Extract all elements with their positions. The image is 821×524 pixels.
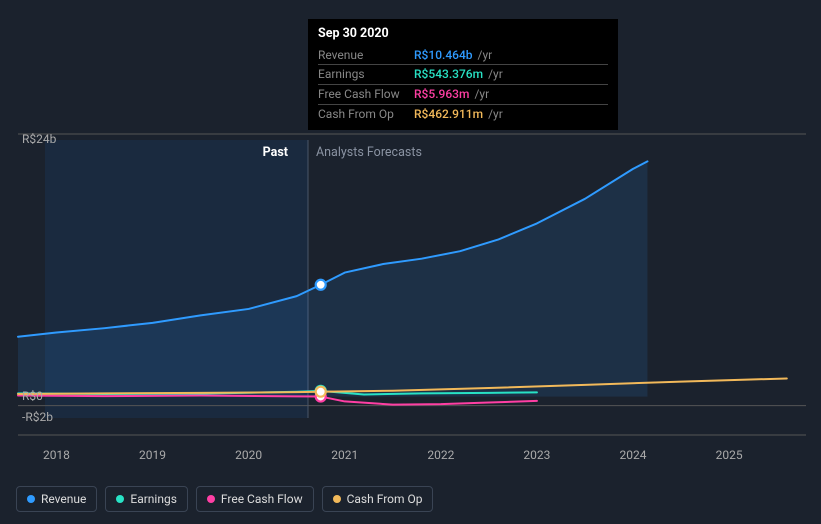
tooltip-row-value: R$5.963m xyxy=(414,87,469,101)
tooltip-table: RevenueR$10.464b /yrEarningsR$543.376m /… xyxy=(318,46,608,124)
x-tick-label: 2018 xyxy=(43,448,70,462)
tooltip-row: RevenueR$10.464b /yr xyxy=(318,46,608,65)
tooltip-row-value: R$462.911m xyxy=(414,107,483,121)
x-tick-label: 2022 xyxy=(427,448,454,462)
legend-dot-icon xyxy=(333,495,341,503)
legend-item-fcf[interactable]: Free Cash Flow xyxy=(196,486,314,512)
chart-container: R$24b R$0 -R$2b 2018 2019 2020 2021 2022 2023 20… xyxy=(0,0,821,524)
tooltip-row-label: Revenue xyxy=(318,46,414,65)
y-tick-label: R$0 xyxy=(22,389,43,403)
x-tick-label: 2019 xyxy=(139,448,166,462)
tooltip-row-unit: /yr xyxy=(476,48,493,62)
x-tick-label: 2020 xyxy=(235,448,262,462)
legend-item-cfo[interactable]: Cash From Op xyxy=(322,486,434,512)
x-tick-label: 2023 xyxy=(523,448,550,462)
x-tick-label: 2024 xyxy=(620,448,647,462)
tooltip-row-value: R$543.376m xyxy=(414,67,483,81)
legend: Revenue Earnings Free Cash Flow Cash From O… xyxy=(16,486,433,512)
chart-tooltip: Sep 30 2020 RevenueR$10.464b /yrEarnings… xyxy=(308,19,618,130)
y-tick-label: -R$2b xyxy=(22,410,53,424)
legend-item-revenue[interactable]: Revenue xyxy=(16,486,97,512)
tooltip-row-unit: /yr xyxy=(472,87,489,101)
tooltip-row-unit: /yr xyxy=(486,107,503,121)
tooltip-row-unit: /yr xyxy=(486,67,503,81)
x-tick-label: 2025 xyxy=(716,448,743,462)
tooltip-row-label: Cash From Op xyxy=(318,104,414,123)
tooltip-date: Sep 30 2020 xyxy=(318,25,608,43)
legend-item-label: Free Cash Flow xyxy=(221,492,303,506)
legend-item-label: Earnings xyxy=(130,492,177,506)
legend-item-label: Cash From Op xyxy=(347,492,423,506)
tooltip-row: EarningsR$543.376m /yr xyxy=(318,65,608,85)
tooltip-row-label: Earnings xyxy=(318,65,414,85)
tooltip-row: Cash From OpR$462.911m /yr xyxy=(318,104,608,123)
tooltip-row-label: Free Cash Flow xyxy=(318,85,414,105)
tooltip-row-value: R$10.464b xyxy=(414,48,473,62)
legend-item-label: Revenue xyxy=(41,492,86,506)
tooltip-row: Free Cash FlowR$5.963m /yr xyxy=(318,85,608,105)
forecast-label: Analysts Forecasts xyxy=(316,145,422,160)
y-tick-label: R$24b xyxy=(22,132,56,146)
legend-item-earnings[interactable]: Earnings xyxy=(105,486,188,512)
legend-dot-icon xyxy=(116,495,124,503)
legend-dot-icon xyxy=(207,495,215,503)
legend-dot-icon xyxy=(27,495,35,503)
x-tick-label: 2021 xyxy=(331,448,358,462)
past-label: Past xyxy=(263,145,288,160)
